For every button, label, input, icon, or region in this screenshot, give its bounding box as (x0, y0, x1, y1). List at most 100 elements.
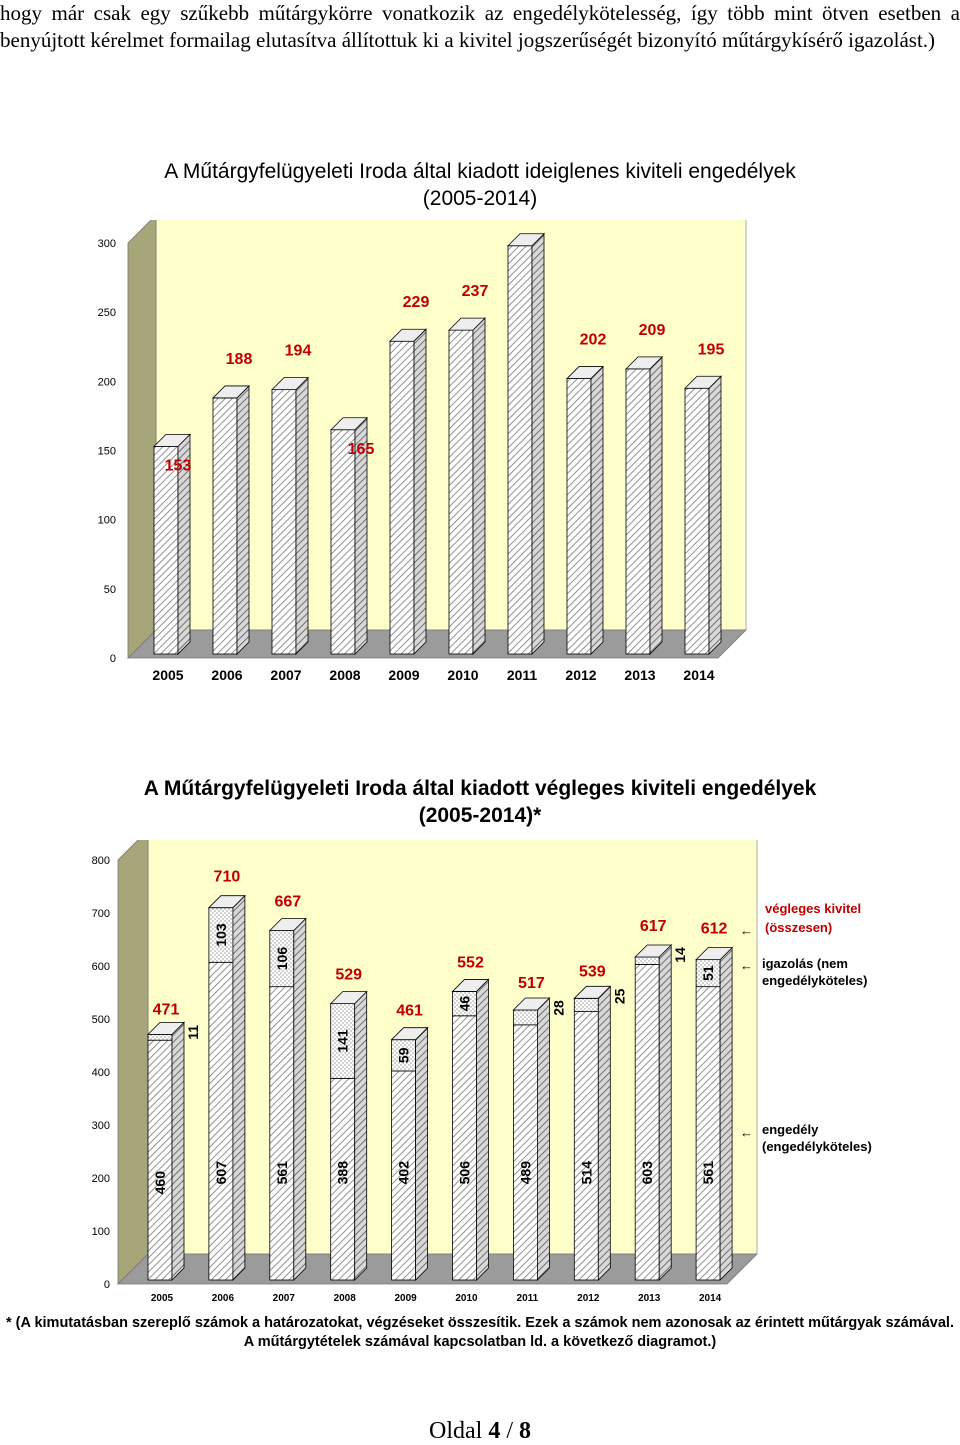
x-tick-label: 2005 (152, 667, 183, 683)
chart1: 0 50 100 150 200 250 300 153 2005 188 2006 194 2007… (98, 220, 747, 683)
chart1-title: A Műtárgyfelügyeleti Iroda által kiadott… (0, 158, 960, 212)
bar-side (354, 990, 368, 1281)
legend-engedely-line1: engedély (762, 1122, 819, 1137)
bar-engedely (695, 986, 721, 1281)
bar-side (597, 985, 611, 1281)
arrow-engedely: ← (740, 1125, 753, 1140)
igazolas-label: 106 (274, 947, 290, 971)
bar-top (268, 918, 307, 931)
igazolas-label: 25 (611, 988, 627, 1004)
bar-side (171, 1021, 185, 1281)
chart2-side-wall (117, 840, 149, 1285)
x-tick-label: 2005 (151, 1293, 174, 1304)
bar-igazolas (208, 907, 234, 963)
bar-top (573, 985, 612, 999)
bar-top (153, 433, 191, 447)
engedely-label: 489 (517, 1161, 533, 1185)
y-tick-label: 50 (104, 584, 116, 596)
bar-top (695, 947, 734, 961)
x-tick-label: 2009 (388, 667, 419, 683)
legend-total-line2: (összesen) (765, 920, 832, 935)
bar-front (448, 329, 474, 655)
chart1-title-sub: (2005-2014) (422, 187, 538, 210)
chart2-title-sub: (2005-2014)* (418, 804, 542, 827)
bar-side (295, 376, 309, 655)
arrow-total: ← (740, 923, 753, 938)
x-tick-label: 2008 (334, 1293, 357, 1304)
x-tick-label: 2010 (455, 1293, 478, 1304)
x-tick-label: 2012 (565, 667, 596, 683)
bar-front (212, 397, 238, 655)
igazolas-label: 28 (550, 1000, 566, 1016)
bar-top (389, 328, 427, 342)
y-tick-label: 200 (98, 376, 116, 388)
bar-top (390, 1027, 429, 1041)
total-label: 461 (396, 1003, 423, 1020)
bar-side (472, 317, 486, 655)
x-tick-label: 2013 (624, 667, 655, 683)
x-tick-label: 2012 (577, 1293, 600, 1304)
x-tick-label: 2013 (638, 1293, 661, 1304)
bar-igazolas (573, 997, 599, 1012)
bar-top (507, 233, 545, 247)
bar-engedely (208, 961, 234, 1281)
bar-top (634, 944, 673, 958)
page-total: 8 (519, 1418, 531, 1444)
total-label: 517 (518, 975, 545, 992)
engedely-label: 388 (335, 1161, 351, 1185)
bar-top (512, 997, 551, 1011)
bar-side (293, 917, 307, 1281)
page-current: 4 (488, 1418, 501, 1444)
bar-front (507, 245, 533, 655)
bar-side (708, 375, 722, 655)
igazolas-label: 59 (396, 1047, 412, 1063)
chart2-title-main: A Műtárgyfelügyeleti Iroda által kiadott… (143, 777, 817, 800)
engedely-label: 603 (639, 1161, 655, 1185)
y-tick-label: 500 (92, 1014, 110, 1026)
legend-igazolas-line1: igazolás (nem (762, 956, 848, 971)
bar-engedely (513, 1024, 538, 1281)
bar-igazolas (634, 956, 660, 965)
y-tick-label: 0 (104, 1279, 110, 1291)
engedely-label: 607 (213, 1161, 229, 1185)
bar-top (625, 356, 663, 370)
igazolas-label: 14 (672, 947, 688, 963)
y-tick-label: 100 (98, 515, 116, 527)
total-label: 529 (335, 967, 362, 984)
bar-engedely (269, 986, 295, 1281)
bar-engedely (147, 1039, 173, 1281)
page-prefix: Oldal (429, 1418, 483, 1444)
intro-paragraph: hogy már csak egy szűkebb műtárgykörre v… (0, 1, 960, 52)
bar-top (271, 377, 309, 391)
total-label: 471 (153, 1001, 180, 1018)
igazolas-label: 11 (185, 1025, 201, 1040)
total-label: 667 (274, 893, 301, 910)
data-label: 188 (226, 351, 253, 368)
bar-front (330, 429, 356, 655)
x-tick-label: 2007 (273, 1293, 296, 1304)
igazolas-label: 141 (335, 1029, 351, 1053)
chart2: 0 100 200 300 400 500 600 700 800 471 460 11 2005 71… (92, 840, 872, 1304)
bar-front (389, 340, 415, 655)
x-tick-label: 2006 (212, 1293, 235, 1304)
engedely-label: 561 (700, 1161, 716, 1185)
x-tick-label: 2006 (211, 667, 242, 683)
y-tick-label: 600 (92, 961, 110, 973)
y-tick-label: 800 (92, 855, 110, 867)
bar-top (207, 895, 246, 909)
bar-engedely (452, 1015, 477, 1281)
bar-top (329, 991, 368, 1005)
data-label: 202 (580, 332, 607, 349)
bar-side (476, 978, 489, 1281)
engedely-label: 561 (274, 1161, 290, 1185)
data-label: 209 (639, 322, 666, 339)
bar-top (451, 979, 490, 992)
data-label: 194 (285, 343, 312, 360)
bar-igazolas (269, 930, 295, 988)
bar-front (625, 368, 651, 655)
igazolas-label: 51 (700, 965, 716, 981)
y-tick-label: 300 (92, 1120, 110, 1132)
x-tick-label: 2009 (394, 1293, 417, 1304)
engedely-label: 514 (578, 1161, 594, 1185)
arrow-igazolas: ← (740, 958, 753, 973)
